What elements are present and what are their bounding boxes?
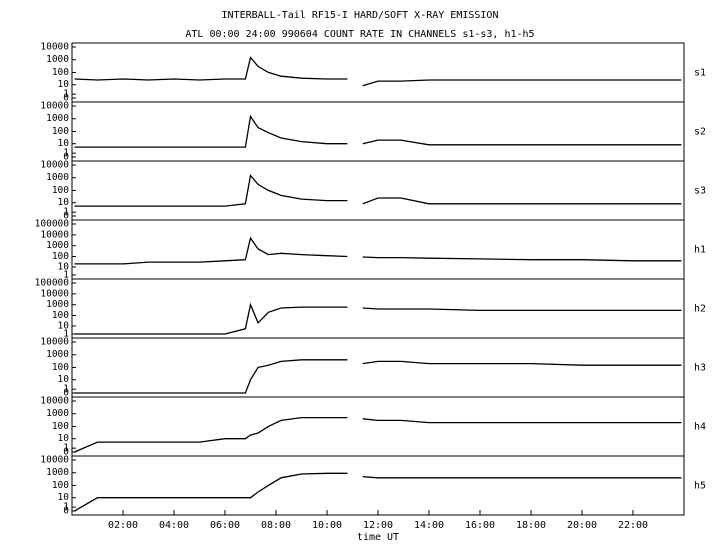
- y-tick-label: 100: [52, 480, 69, 491]
- x-tick-label: 08:00: [261, 520, 291, 531]
- channel-label: s3: [694, 186, 706, 197]
- x-tick-label: 10:00: [312, 520, 342, 531]
- channel-label: s2: [694, 127, 706, 138]
- y-tick-label: 10000: [40, 160, 69, 171]
- y-tick-label: 1000: [46, 54, 69, 65]
- y-tick-label: 1000: [46, 240, 69, 251]
- x-tick-label: 04:00: [159, 520, 189, 531]
- y-tick-label: 1: [63, 207, 69, 218]
- x-axis-label: time UT: [357, 532, 399, 543]
- y-tick-label: 100: [52, 67, 69, 78]
- y-tick-label: 0: [63, 152, 69, 163]
- panel-frame: [71, 160, 685, 221]
- chart-subtitle: ATL 00:00 24:00 990604 COUNT RATE IN CHA…: [185, 29, 534, 40]
- y-tick-label: 0: [63, 93, 69, 104]
- panel-frame: [71, 219, 685, 280]
- data-line: [74, 359, 348, 394]
- y-tick-label: 1: [63, 443, 69, 454]
- channel-label: h3: [694, 363, 706, 374]
- data-line: [362, 475, 682, 479]
- y-tick-label: 10: [58, 79, 70, 90]
- y-tick-label: 1000: [46, 408, 69, 419]
- y-tick-label: 0: [63, 211, 69, 222]
- x-tick-label: 12:00: [363, 520, 393, 531]
- y-tick-label: 1000: [46, 299, 69, 310]
- y-tick-label: 10000: [40, 396, 69, 407]
- y-tick-label: 100000: [35, 219, 70, 230]
- y-tick-label: 10000: [40, 101, 69, 112]
- data-line: [362, 197, 682, 205]
- data-line: [74, 236, 348, 265]
- y-tick-label: 1: [63, 329, 69, 340]
- y-tick-label: 100: [52, 126, 69, 137]
- panel-frame: [71, 455, 685, 516]
- data-line: [362, 256, 682, 262]
- data-line: [74, 302, 348, 335]
- y-tick-label: 1000: [46, 172, 69, 183]
- data-line: [362, 79, 682, 87]
- y-tick-label: 0: [63, 506, 69, 517]
- channel-label: s1: [694, 68, 706, 79]
- y-tick-label: 0: [63, 388, 69, 399]
- data-line: [74, 114, 348, 148]
- data-line: [362, 360, 682, 366]
- channel-label: h4: [694, 422, 706, 433]
- data-line: [74, 56, 348, 81]
- y-tick-label: 10: [58, 197, 70, 208]
- y-tick-label: 100: [52, 362, 69, 373]
- y-tick-label: 1: [63, 270, 69, 281]
- panel-frame: [71, 337, 685, 398]
- y-tick-label: 10: [58, 374, 70, 385]
- panel-frame: [71, 42, 685, 103]
- x-tick-label: 14:00: [414, 520, 444, 531]
- data-line: [362, 139, 682, 146]
- data-line: [74, 416, 348, 453]
- y-tick-label: 100: [52, 185, 69, 196]
- panel-frame: [71, 101, 685, 162]
- y-tick-label: 10: [58, 138, 70, 149]
- y-tick-label: 10: [58, 433, 70, 444]
- y-tick-label: 1000: [46, 349, 69, 360]
- y-tick-label: 10: [58, 261, 70, 272]
- data-line: [74, 174, 348, 207]
- y-tick-label: 1: [63, 384, 69, 395]
- y-tick-label: 100: [52, 310, 69, 321]
- panel-frame: [71, 396, 685, 457]
- y-tick-label: 1: [63, 89, 69, 100]
- y-tick-label: 100: [52, 421, 69, 432]
- y-tick-label: 0: [63, 447, 69, 458]
- y-tick-label: 100: [52, 251, 69, 262]
- x-tick-label: 02:00: [108, 520, 138, 531]
- channel-label: h2: [694, 304, 706, 315]
- y-tick-label: 10: [58, 492, 70, 503]
- x-tick-label: 06:00: [210, 520, 240, 531]
- y-tick-label: 10: [58, 320, 70, 331]
- y-tick-label: 1: [63, 148, 69, 159]
- y-tick-label: 10000: [40, 42, 69, 53]
- x-tick-label: 16:00: [465, 520, 495, 531]
- y-tick-label: 1000: [46, 467, 69, 478]
- y-tick-label: 10000: [40, 337, 69, 348]
- y-tick-label: 1: [63, 502, 69, 513]
- chart-title: INTERBALL-Tail RF15-I HARD/SOFT X-RAY EM…: [222, 10, 499, 21]
- y-tick-label: 10000: [40, 288, 69, 299]
- channel-label: h1: [694, 245, 706, 256]
- y-tick-label: 100000: [35, 278, 70, 289]
- y-tick-label: 10000: [40, 455, 69, 466]
- data-line: [362, 418, 682, 424]
- x-tick-label: 22:00: [618, 520, 648, 531]
- data-line: [362, 307, 682, 312]
- x-tick-label: 20:00: [567, 520, 597, 531]
- x-tick-label: 18:00: [516, 520, 546, 531]
- channel-label: h5: [694, 481, 706, 492]
- data-line: [74, 472, 348, 512]
- y-tick-label: 10000: [40, 229, 69, 240]
- y-tick-label: 1000: [46, 113, 69, 124]
